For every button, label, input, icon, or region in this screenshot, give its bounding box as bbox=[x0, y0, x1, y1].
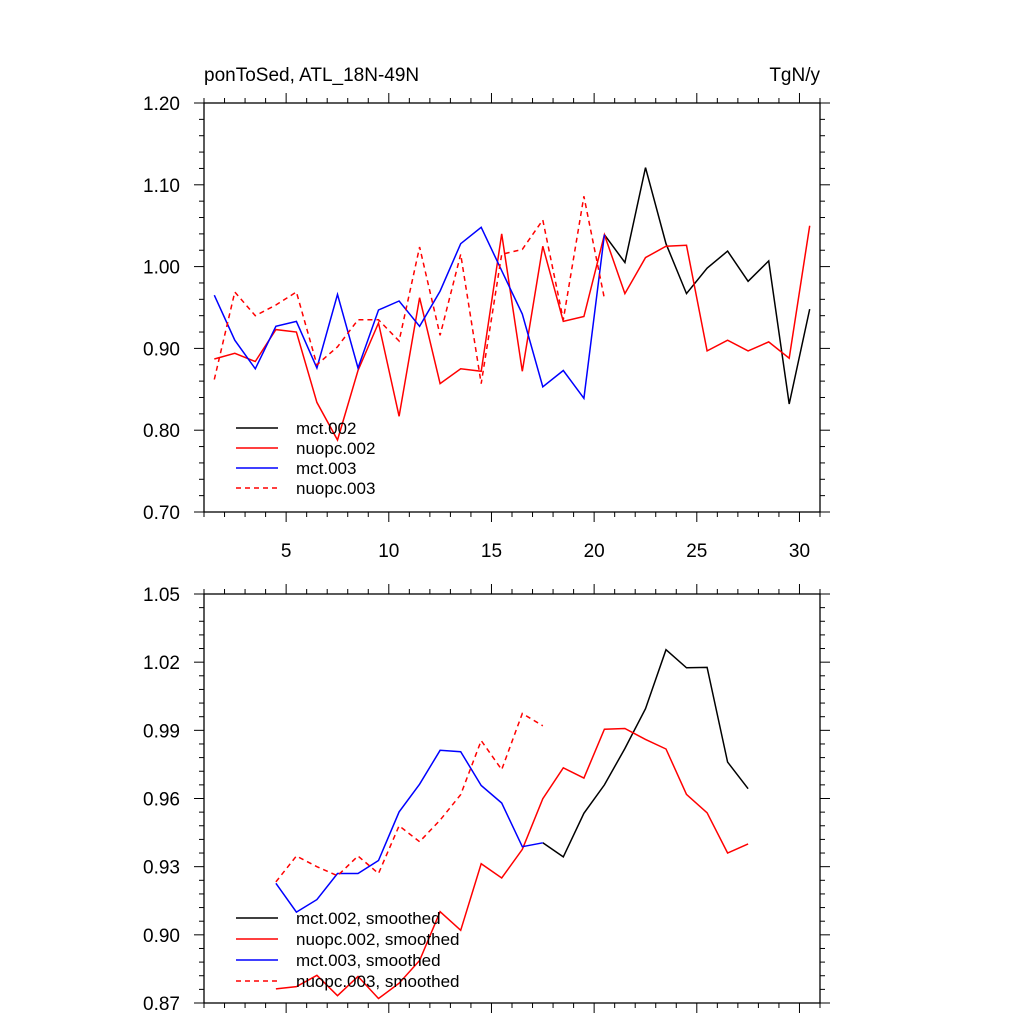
x-tick-label: 5 bbox=[281, 541, 292, 562]
y-tick-label: 1.02 bbox=[143, 653, 180, 674]
series-line-mct-003-smoothed bbox=[275, 749, 543, 914]
x-tick-label: 20 bbox=[584, 541, 605, 562]
y-tick-label: 0.70 bbox=[143, 503, 180, 524]
legend-label: nuopc.003 bbox=[296, 479, 375, 498]
legend-label: mct.003, smoothed bbox=[296, 951, 441, 970]
chart-units: TgN/y bbox=[769, 65, 820, 86]
y-tick-label: 0.99 bbox=[143, 721, 180, 742]
y-tick-label: 1.00 bbox=[143, 258, 180, 279]
y-tick-label: 1.05 bbox=[143, 585, 180, 606]
y-tick-label: 0.96 bbox=[143, 790, 180, 811]
series-line-nuopc-003 bbox=[213, 196, 606, 384]
x-tick-label: 10 bbox=[378, 541, 399, 562]
y-tick-label: 0.80 bbox=[143, 421, 180, 442]
y-tick-label: 0.87 bbox=[143, 994, 180, 1015]
legend-label: nuopc.002, smoothed bbox=[296, 930, 460, 949]
series-line-nuopc-002 bbox=[214, 225, 811, 442]
legend-label: mct.002 bbox=[296, 419, 356, 438]
legend-label: nuopc.003, smoothed bbox=[296, 972, 460, 991]
y-tick-label: 1.10 bbox=[143, 176, 180, 197]
legend-label: mct.002, smoothed bbox=[296, 909, 441, 928]
x-tick-label: 30 bbox=[789, 541, 810, 562]
chart-title: ponToSed, ATL_18N-49N bbox=[204, 65, 419, 86]
x-tick-label: 15 bbox=[481, 541, 502, 562]
x-tick-label: 25 bbox=[686, 541, 707, 562]
series-line-mct-002-smoothed bbox=[542, 648, 749, 859]
series-line-mct-003 bbox=[213, 226, 606, 401]
bottom-panel: 0.87 0.90 0.93 0.96 0.99 1.02 1.05 mct.002, smo… bbox=[143, 584, 830, 1015]
series-line-nuopc-003-smoothed bbox=[275, 712, 544, 883]
series-line-nuopc-002-smoothed bbox=[275, 727, 749, 1000]
y-tick-label: 1.20 bbox=[143, 94, 180, 115]
series-line-mct-002 bbox=[603, 167, 811, 405]
y-tick-label: 0.90 bbox=[143, 926, 180, 947]
legend-label: mct.003 bbox=[296, 459, 356, 478]
y-tick-label: 0.90 bbox=[143, 339, 180, 360]
top-panel: 5 10 15 20 25 30 0.70 0.80 0.90 1.00 1.10 1.20 ponTo… bbox=[143, 65, 830, 562]
y-tick-label: 0.93 bbox=[143, 858, 180, 879]
legend-label: nuopc.002 bbox=[296, 439, 375, 458]
